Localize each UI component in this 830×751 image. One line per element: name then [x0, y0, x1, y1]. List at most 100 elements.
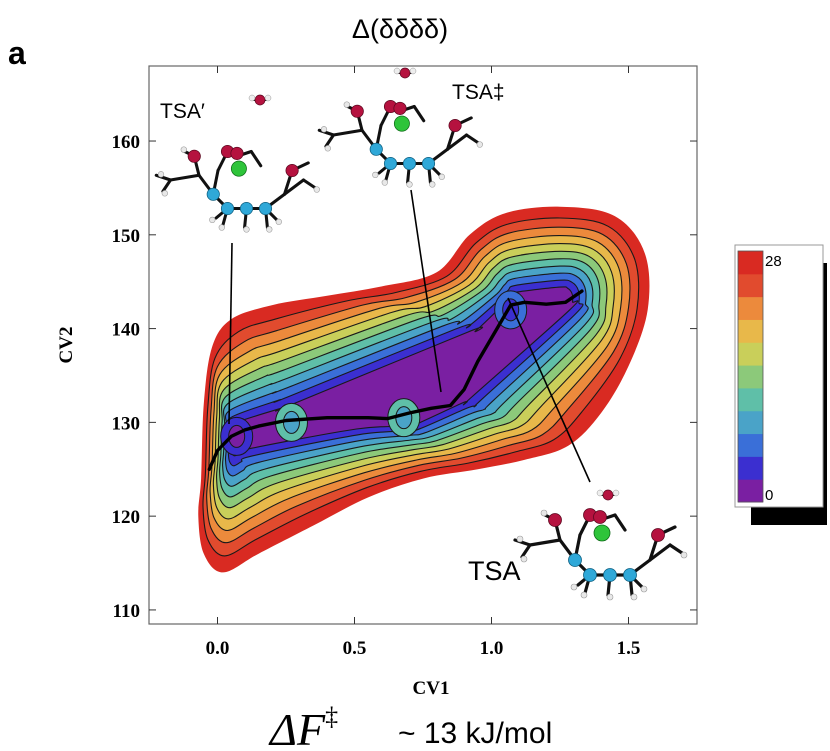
bond [282, 178, 306, 196]
hydrogen-atom [343, 101, 350, 108]
hydrogen-atom [218, 224, 225, 231]
y-axis-label: CV2 [56, 327, 77, 364]
colorbar-max-label: 28 [765, 253, 782, 270]
colorbar-band [738, 479, 763, 503]
bond [648, 543, 672, 562]
nitrogen-atom [421, 156, 436, 171]
hydrogen-atom [320, 126, 328, 133]
hydrogen-atom [372, 171, 379, 179]
pointer-line-tsa-prime [228, 242, 233, 425]
bond [168, 173, 201, 182]
hydrogen-atom [540, 509, 548, 517]
bond [613, 513, 627, 532]
nitrogen-atom [402, 156, 417, 171]
hydrogen-atom [406, 181, 413, 188]
oxygen-atom [230, 146, 244, 160]
y-tick-label: 120 [112, 507, 141, 528]
bond [464, 133, 480, 145]
water-molecule-tsa-prime [248, 94, 272, 106]
pointer-line-tsa [507, 297, 591, 483]
oxygen-atom [448, 118, 462, 133]
hydrogen-atom [680, 551, 688, 559]
colorbar-band [738, 342, 763, 366]
hydrogen-atom [161, 190, 168, 197]
axes: 0.0 0.5 1.0 1.5 110 120 130 140 150 160 [112, 66, 697, 659]
metal-ion [230, 160, 247, 177]
water-hydrogen [393, 67, 401, 75]
water-hydrogen [612, 489, 620, 497]
y-tick-label: 160 [112, 132, 141, 153]
colorbar-min-label: 0 [765, 487, 773, 504]
hydrogen-atom [381, 179, 388, 186]
molecule-tsa-prime [154, 144, 320, 233]
nitrogen-atom [623, 568, 637, 582]
colorbar-band [738, 456, 763, 480]
y-tick-label: 140 [112, 320, 141, 341]
metal-ion [593, 524, 611, 542]
oxygen-atom [651, 528, 665, 542]
bond [668, 543, 684, 555]
nitrogen-atom [239, 201, 254, 216]
label-tsa-prime: TSA′ [160, 100, 205, 123]
colorbar-band [738, 296, 763, 320]
pointer-line-tsa-double-dagger [410, 189, 442, 393]
bond [161, 178, 173, 193]
x-tick-label: 0.5 [343, 638, 367, 659]
hydrogen-atom [157, 171, 165, 178]
hydrogen-atom [640, 585, 648, 593]
hydrogen-atom [324, 145, 331, 152]
nitrogen-atom [383, 156, 398, 171]
colorbar-band [738, 433, 763, 457]
plot-frame [148, 65, 698, 625]
hydrogen-atom [516, 535, 524, 543]
hydrogen-atom [209, 216, 216, 224]
nitrogen-atom [220, 201, 235, 216]
water-oxygen [602, 489, 614, 501]
hydrogen-atom [606, 593, 614, 601]
water-hydrogen [596, 489, 604, 497]
bond [445, 133, 469, 151]
hydrogen-atom [313, 186, 320, 193]
water-hydrogen [409, 67, 417, 75]
bond [301, 178, 317, 190]
oxygen-atom [187, 149, 201, 163]
label-tsa: TSA [468, 556, 521, 586]
oxygen-atom [350, 104, 364, 118]
panel-label: a [8, 35, 26, 71]
barrier-symbol: ΔF [268, 704, 326, 751]
colorbar-band [738, 410, 763, 435]
label-tsa-double-dagger: TSA‡ [452, 81, 505, 104]
colorbar-band [738, 365, 763, 389]
molecular-structures [154, 67, 688, 601]
hydrogen-atom [266, 226, 273, 233]
molecule-tsa-double-dagger [317, 99, 483, 188]
nitrogen-atom [583, 568, 597, 582]
water-oxygen [254, 94, 266, 106]
colorbar-band [738, 273, 763, 298]
water-hydrogen [248, 94, 256, 102]
hydrogen-atom [630, 593, 638, 601]
bond [331, 128, 364, 137]
water-molecule-tsa-double-dagger [393, 67, 417, 79]
colorbar-outline [737, 250, 764, 503]
metal-ion [393, 115, 410, 132]
nitrogen-atom [258, 201, 273, 216]
hydrogen-atom [520, 555, 528, 563]
energy-barrier-caption: ΔF‡ ~ 13 kJ/mol [268, 702, 552, 751]
structure-pointers [228, 189, 591, 483]
colorbar-band [738, 387, 763, 412]
nitrogen-atom [206, 187, 220, 201]
minimum-energy-path [207, 289, 584, 471]
chart-title: Δ(δδδδ) [352, 14, 448, 44]
x-tick-label: 1.0 [480, 638, 504, 659]
svg-text:ΔF‡: ΔF‡ [268, 702, 338, 751]
hydrogen-atom [275, 218, 282, 225]
oxygen-atom [393, 101, 407, 115]
energy-minimum-core [282, 410, 300, 434]
water-molecule-tsa [596, 489, 620, 501]
hydrogen-atom [180, 146, 187, 153]
y-tick-label: 110 [113, 601, 140, 622]
colorbar-band [738, 251, 763, 275]
colorbar-scale [737, 250, 764, 503]
